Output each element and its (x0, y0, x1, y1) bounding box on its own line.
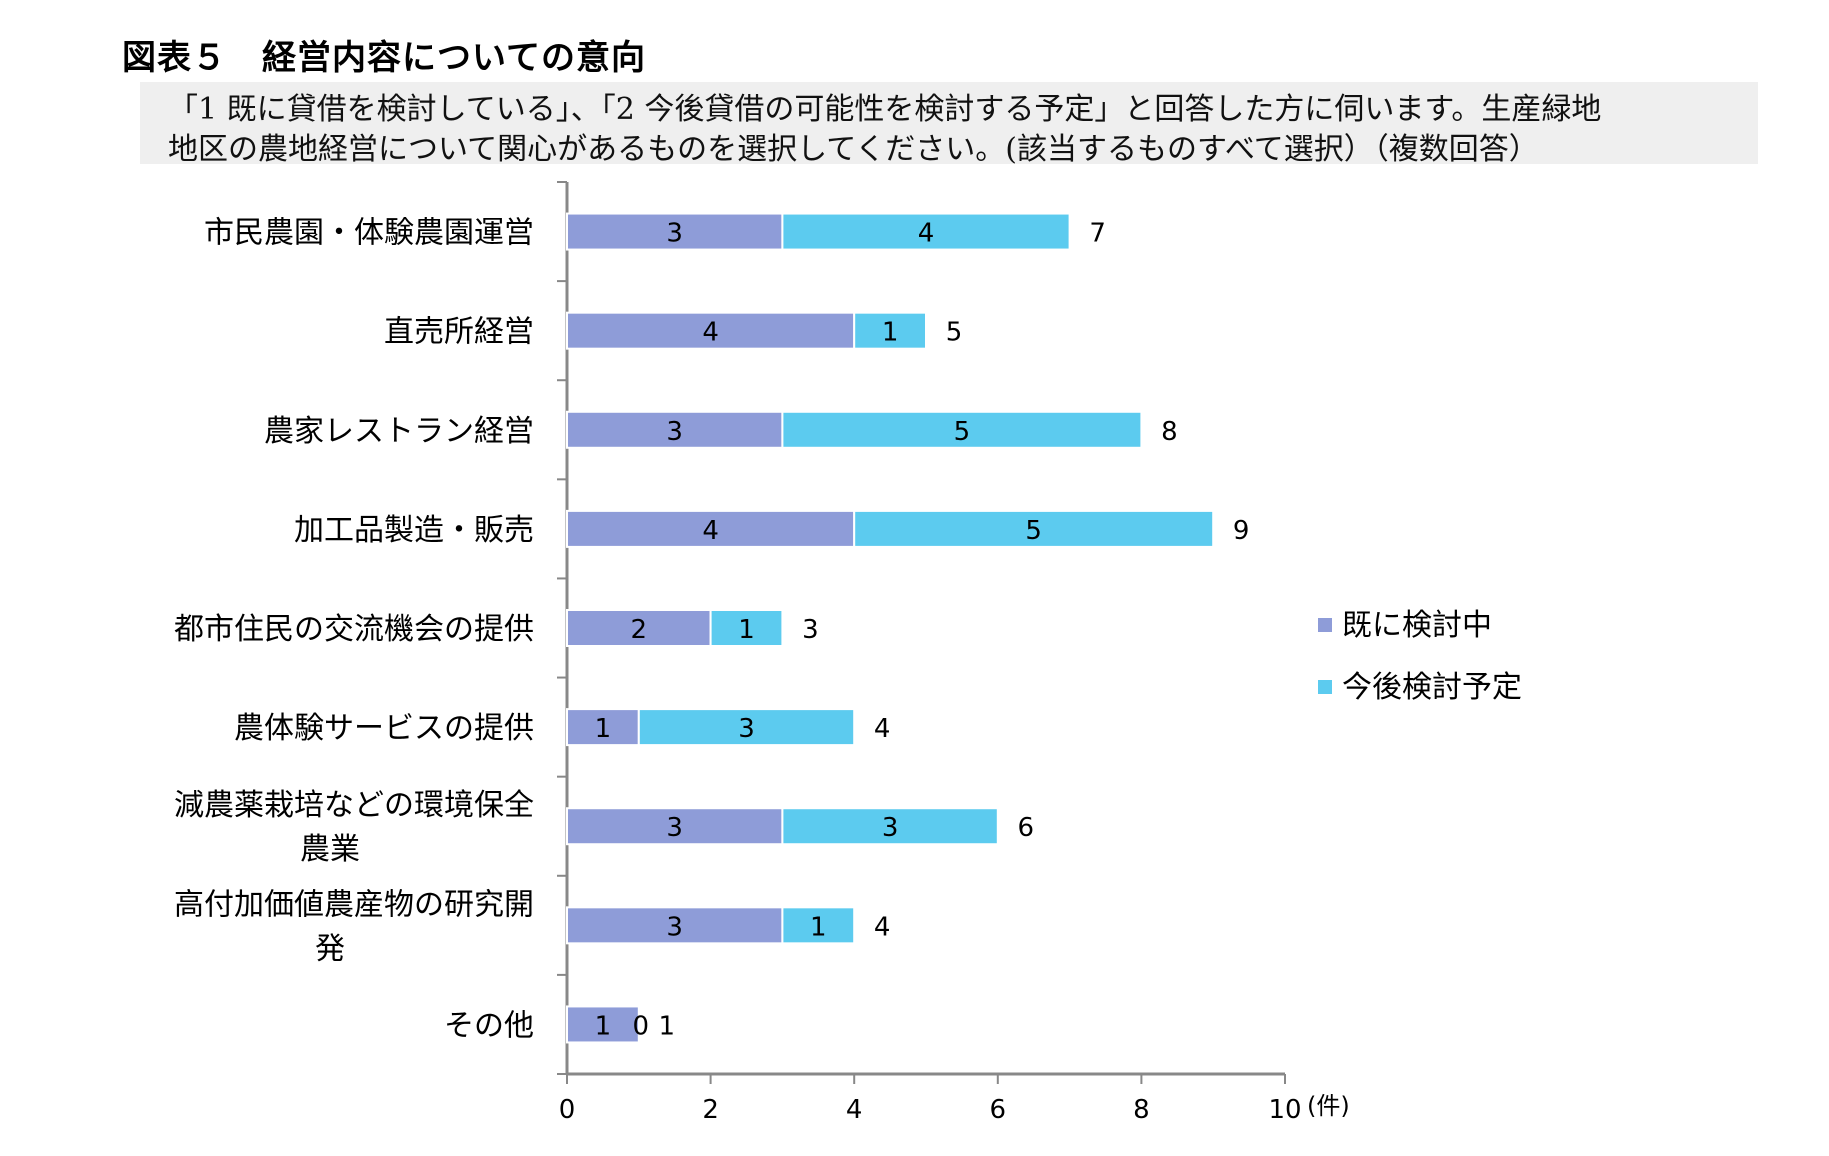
segment-value-label: 3 (666, 813, 683, 843)
segment-value-label: 3 (666, 219, 683, 249)
question-line-1: 「1 既に貸借を検討している」、「2 今後貸借の可能性を検討する予定」と回答した… (168, 92, 1602, 127)
category-label: 減農薬栽培などの環境保全 (174, 788, 534, 823)
total-value-label: 8 (1161, 417, 1178, 447)
x-tick-label: 10 (1268, 1095, 1301, 1125)
segment-value-label: 3 (738, 714, 755, 744)
segment-value-label: 5 (1025, 516, 1042, 546)
total-value-label: 9 (1233, 516, 1250, 546)
x-tick-label: 6 (990, 1095, 1007, 1125)
bar-segment (853, 311, 928, 350)
category-label: 農家レストラン経営 (264, 414, 534, 449)
x-tick-label: 8 (1133, 1095, 1150, 1125)
total-value-label: 3 (802, 615, 819, 645)
bar-segment (781, 906, 856, 945)
bar-segment (709, 609, 784, 647)
segment-value-label: 3 (882, 813, 899, 843)
segment-value-label: 5 (954, 417, 971, 447)
x-unit-label: (件) (1307, 1092, 1350, 1120)
total-value-label: 1 (659, 1011, 676, 1041)
segment-value-label: 4 (918, 219, 935, 249)
question-line-2: 地区の農地経営について関心があるものを選択してください。(該当するものすべて選択… (168, 132, 1539, 167)
total-value-label: 6 (1018, 813, 1035, 843)
segment-value-label: 1 (882, 318, 899, 348)
bar-segment (781, 807, 999, 846)
category-label: 発 (315, 931, 345, 966)
segment-value-label: 1 (595, 1011, 612, 1041)
category-label: 直売所経営 (384, 315, 534, 350)
segment-value-label: 4 (702, 318, 719, 348)
x-tick-label: 2 (702, 1095, 719, 1125)
x-tick-label: 4 (846, 1095, 863, 1125)
legend-swatch (1318, 680, 1332, 694)
bar-segment (566, 906, 784, 945)
total-value-label: 7 (1089, 219, 1106, 249)
segment-value-label: 4 (702, 516, 719, 546)
segment-value-label: 1 (595, 714, 612, 744)
category-label: 農体験サービスの提供 (234, 711, 534, 746)
segment-value-label: 1 (738, 615, 755, 645)
segment-value-label: 2 (631, 615, 648, 645)
category-label: 市民農園・体験農園運営 (204, 216, 534, 251)
x-tick-label: 0 (559, 1095, 576, 1125)
question-box: 「1 既に貸借を検討している」、「2 今後貸借の可能性を検討する予定」と回答した… (140, 82, 1758, 167)
legend-label: 既に検討中 (1342, 608, 1492, 643)
category-label: 農業 (300, 832, 360, 867)
segment-value-label: 3 (666, 417, 683, 447)
total-value-label: 4 (874, 714, 891, 744)
bar-segment (853, 509, 1215, 548)
total-value-label: 4 (874, 912, 891, 942)
legend-label: 今後検討予定 (1342, 670, 1522, 705)
legend-swatch (1318, 618, 1332, 632)
figure-title: 図表５ 経営内容についての意向 (122, 38, 646, 78)
segment-value-label: 0 (633, 1011, 650, 1041)
segment-value-label: 1 (810, 912, 827, 942)
total-value-label: 5 (946, 318, 963, 348)
category-label: 高付加価値農産物の研究開 (174, 887, 534, 922)
category-label: その他 (444, 1008, 534, 1043)
bar-segment (566, 410, 784, 449)
segment-value-label: 3 (666, 912, 683, 942)
bar-segment (566, 509, 856, 548)
bar-segment (781, 212, 1071, 251)
bar-segment (637, 708, 856, 747)
bar-segment (566, 1005, 640, 1044)
category-label: 都市住民の交流機会の提供 (174, 612, 534, 647)
bar-segment (566, 807, 784, 846)
category-label: 加工品製造・販売 (294, 513, 534, 548)
bar-segment (781, 410, 1143, 449)
